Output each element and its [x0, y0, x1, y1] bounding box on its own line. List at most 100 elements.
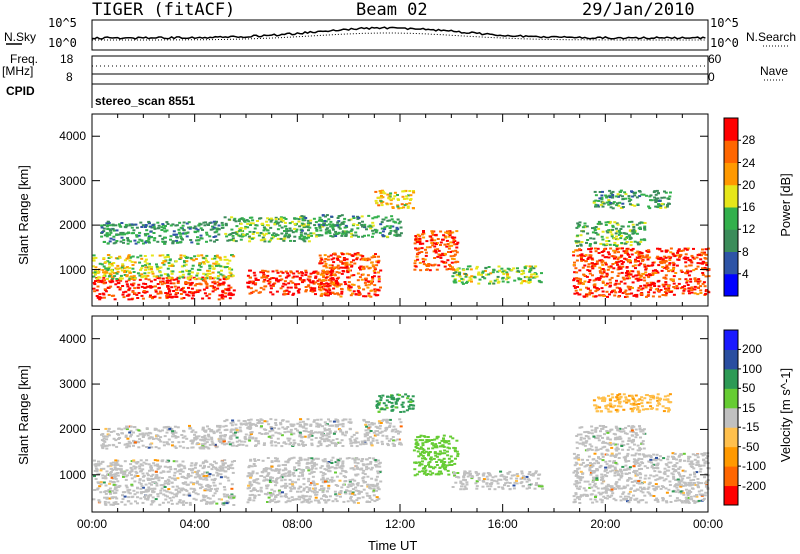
scatter-cell: [148, 431, 151, 434]
scatter-cell: [105, 438, 109, 441]
scatter-cell: [263, 227, 267, 230]
scatter-cell: [119, 471, 123, 474]
scatter-cell: [127, 496, 131, 499]
scatter-cell: [100, 444, 104, 447]
scatter-cell: [192, 497, 196, 500]
scatter-cell: [320, 224, 324, 226]
scatter-cell: [105, 470, 109, 473]
scatter-cell: [589, 250, 593, 253]
scatter-cell: [637, 190, 641, 192]
scatter-cell: [336, 255, 340, 258]
scatter-cell: [301, 223, 305, 226]
scatter-cell: [367, 485, 371, 488]
scatter-cell: [106, 224, 110, 227]
scatter-cell: [189, 257, 193, 260]
scatter-cell: [312, 471, 316, 473]
scatter-cell: [701, 272, 705, 274]
scatter-cell: [347, 421, 351, 424]
scatter-cell: [703, 266, 707, 269]
scatter-cell: [606, 251, 610, 254]
scatter-cell: [228, 268, 232, 271]
scatter-cell: [664, 274, 668, 277]
scatter-cell: [284, 501, 288, 504]
scatter-cell: [204, 445, 208, 448]
scatter-cell: [271, 234, 274, 237]
scatter-cell: [300, 471, 304, 474]
scatter-cell: [612, 289, 616, 292]
scatter-cell: [249, 484, 253, 487]
scatter-cell: [300, 274, 304, 277]
scatter-cell: [311, 480, 315, 483]
scatter-cell: [199, 499, 203, 502]
scatter-cell: [323, 499, 326, 502]
scatter-cell: [170, 431, 174, 434]
scatter-cell: [205, 240, 208, 243]
scatter-cell: [443, 252, 447, 255]
scatter-cell: [237, 220, 241, 222]
scatter-cell: [692, 269, 696, 272]
scatter-cell: [598, 197, 602, 200]
scatter-cell: [178, 258, 182, 260]
scatter-cell: [623, 257, 627, 260]
scatter-cell: [485, 273, 489, 276]
scatter-cell: [251, 280, 255, 283]
scatter-cell: [193, 476, 197, 479]
scatter-cell: [135, 428, 139, 431]
scatter-cell: [354, 473, 358, 476]
scatter-cell: [336, 217, 340, 219]
scatter-cell: [145, 472, 149, 475]
scatter-cell: [119, 465, 123, 468]
scatter-cell: [372, 254, 376, 257]
scatter-cell: [113, 466, 117, 469]
scatter-cell: [201, 436, 204, 439]
scatter-cell: [231, 232, 235, 234]
scatter-cell: [665, 288, 668, 291]
scatter-cell: [379, 269, 383, 272]
scatter-cell: [439, 256, 443, 259]
scatter-cell: [178, 491, 182, 494]
scatter-cell: [176, 464, 180, 467]
scatter-cell: [265, 487, 269, 490]
scatter-cell: [648, 207, 652, 210]
scatter-cell: [107, 266, 111, 269]
scatter-cell: [500, 267, 504, 270]
scatter-cell: [294, 283, 297, 286]
scatter-cell: [585, 225, 589, 228]
scatter-cell: [179, 256, 183, 259]
scatter-cell: [611, 263, 615, 265]
scatter-cell: [138, 261, 142, 264]
scatter-cell: [173, 430, 176, 433]
scatter-cell: [190, 439, 194, 442]
scatter-cell: [326, 271, 330, 274]
scatter-cell: [378, 424, 382, 427]
scatter-cell: [640, 254, 643, 257]
scatter-cell: [180, 265, 184, 268]
scatter-cell: [639, 238, 643, 241]
scatter-cell: [605, 240, 609, 243]
scatter-cell: [128, 492, 132, 495]
scatter-cell: [253, 465, 257, 467]
scatter-cell: [694, 280, 697, 283]
scatter-cell: [255, 481, 259, 484]
scatter-cell: [260, 433, 264, 435]
scatter-cell: [92, 254, 96, 257]
scatter-cell: [106, 228, 110, 230]
scatter-cell: [667, 289, 671, 292]
scatter-cell: [453, 253, 457, 256]
scatter-cell: [286, 461, 290, 464]
scatter-cell: [141, 444, 145, 447]
scatter-cell: [277, 464, 281, 467]
scatter-cell: [452, 272, 456, 275]
scatter-cell: [336, 292, 339, 295]
scatter-cell: [498, 269, 502, 272]
scatter-cell: [659, 289, 663, 291]
scatter-cell: [338, 466, 342, 469]
scatter-cell: [611, 290, 614, 293]
scatter-cell: [352, 468, 356, 471]
scatter-cell: [135, 491, 139, 494]
scatter-cell: [358, 266, 361, 269]
scatter-cell: [618, 194, 622, 197]
scatter-cell: [635, 256, 639, 259]
scatter-cell: [221, 462, 225, 465]
scatter-cell: [361, 496, 365, 499]
